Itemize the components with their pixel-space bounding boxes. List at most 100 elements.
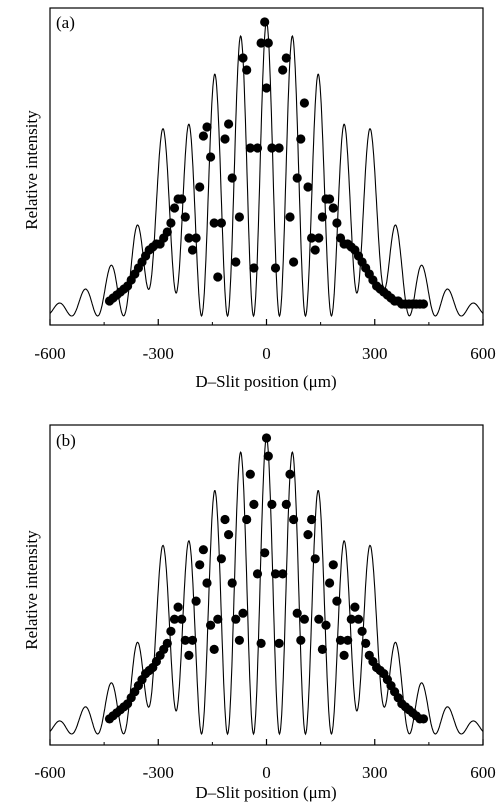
data-point	[234, 212, 244, 222]
data-point	[343, 635, 353, 645]
panel-label-b: (b)	[56, 431, 76, 450]
x-tick-label: 600	[470, 763, 496, 782]
data-point	[198, 545, 208, 555]
data-point	[317, 644, 327, 655]
data-point	[292, 608, 302, 618]
x-tick-label: -600	[34, 763, 65, 782]
data-point	[281, 53, 291, 63]
data-point	[224, 530, 234, 540]
data-point	[361, 638, 371, 649]
data-point	[317, 212, 327, 222]
x-tick-label: -300	[143, 344, 174, 363]
x-tick-label: 0	[262, 763, 271, 782]
x-tick-label: 0	[262, 344, 271, 363]
data-point	[162, 638, 172, 649]
data-point	[261, 433, 272, 443]
fit-curve-a	[49, 20, 484, 318]
data-point	[335, 635, 346, 645]
data-point	[162, 227, 172, 237]
data-point	[270, 569, 281, 579]
panel-b: (b) Relative intensity D–Slit position (…	[22, 424, 496, 802]
panel-a: (a) Relative intensity D–Slit position (…	[22, 7, 496, 391]
data-point	[187, 635, 198, 645]
data-point	[216, 218, 226, 228]
data-point	[209, 644, 219, 655]
data-point	[227, 173, 237, 183]
data-point	[202, 122, 212, 132]
data-point	[314, 233, 324, 243]
data-point	[299, 614, 309, 624]
data-point	[260, 17, 270, 27]
x-tick-label: 600	[470, 344, 496, 363]
data-point	[353, 614, 364, 624]
data-point	[173, 602, 183, 612]
panel-label-a: (a)	[56, 13, 75, 32]
data-point	[177, 614, 187, 624]
data-point	[339, 650, 349, 661]
plot-frame-b	[49, 424, 484, 746]
data-point	[299, 98, 309, 108]
data-point	[252, 569, 263, 579]
data-point	[357, 626, 367, 636]
data-point	[191, 596, 201, 606]
data-point	[274, 143, 284, 153]
ylabel-a: Relative intensity	[22, 110, 41, 230]
data-point	[418, 299, 429, 309]
data-point	[220, 134, 230, 144]
data-point	[260, 548, 270, 558]
data-point	[195, 182, 205, 192]
data-point	[328, 203, 338, 213]
data-point	[198, 131, 208, 141]
data-point	[325, 578, 335, 588]
data-point	[213, 614, 223, 624]
data-point	[267, 499, 277, 509]
data-point	[332, 596, 342, 606]
data-point	[289, 514, 299, 525]
data-point	[191, 233, 201, 243]
data-point	[242, 514, 252, 525]
data-point	[263, 451, 273, 461]
data-point	[180, 635, 190, 645]
data-point	[245, 143, 255, 153]
ticks-b: -600 -300 0 300 600	[34, 739, 496, 782]
data-point	[216, 554, 226, 564]
data-point	[202, 578, 212, 588]
data-point	[169, 614, 180, 624]
data-points-b	[104, 433, 429, 724]
data-point	[292, 173, 302, 183]
data-point	[252, 143, 263, 153]
data-point	[166, 626, 176, 636]
data-point	[289, 257, 299, 267]
data-point	[418, 714, 429, 724]
data-point	[249, 499, 259, 509]
data-point	[184, 233, 194, 243]
data-point	[325, 194, 335, 204]
data-point	[195, 560, 205, 570]
data-point	[177, 194, 187, 204]
data-point	[206, 152, 216, 162]
data-point	[296, 635, 306, 645]
data-point	[332, 218, 342, 228]
data-point	[303, 530, 313, 540]
data-point	[180, 212, 190, 222]
xlabel-b: D–Slit position (μm)	[195, 783, 336, 802]
data-point	[245, 469, 255, 479]
data-point	[261, 83, 272, 93]
data-point	[231, 257, 241, 267]
data-point	[350, 602, 360, 612]
ticks-a: -600 -300 0 300 600	[34, 319, 496, 363]
x-tick-label: -600	[34, 344, 65, 363]
data-point	[274, 638, 284, 649]
data-point	[206, 620, 216, 630]
data-point	[256, 38, 266, 48]
data-point	[242, 65, 252, 75]
data-point	[310, 554, 320, 564]
data-point	[321, 620, 331, 630]
plot-frame-a	[49, 7, 484, 326]
data-point	[285, 469, 295, 479]
data-point	[184, 650, 194, 661]
data-point	[303, 182, 313, 192]
data-point	[267, 143, 277, 153]
data-point	[209, 218, 219, 228]
data-point	[281, 499, 291, 509]
